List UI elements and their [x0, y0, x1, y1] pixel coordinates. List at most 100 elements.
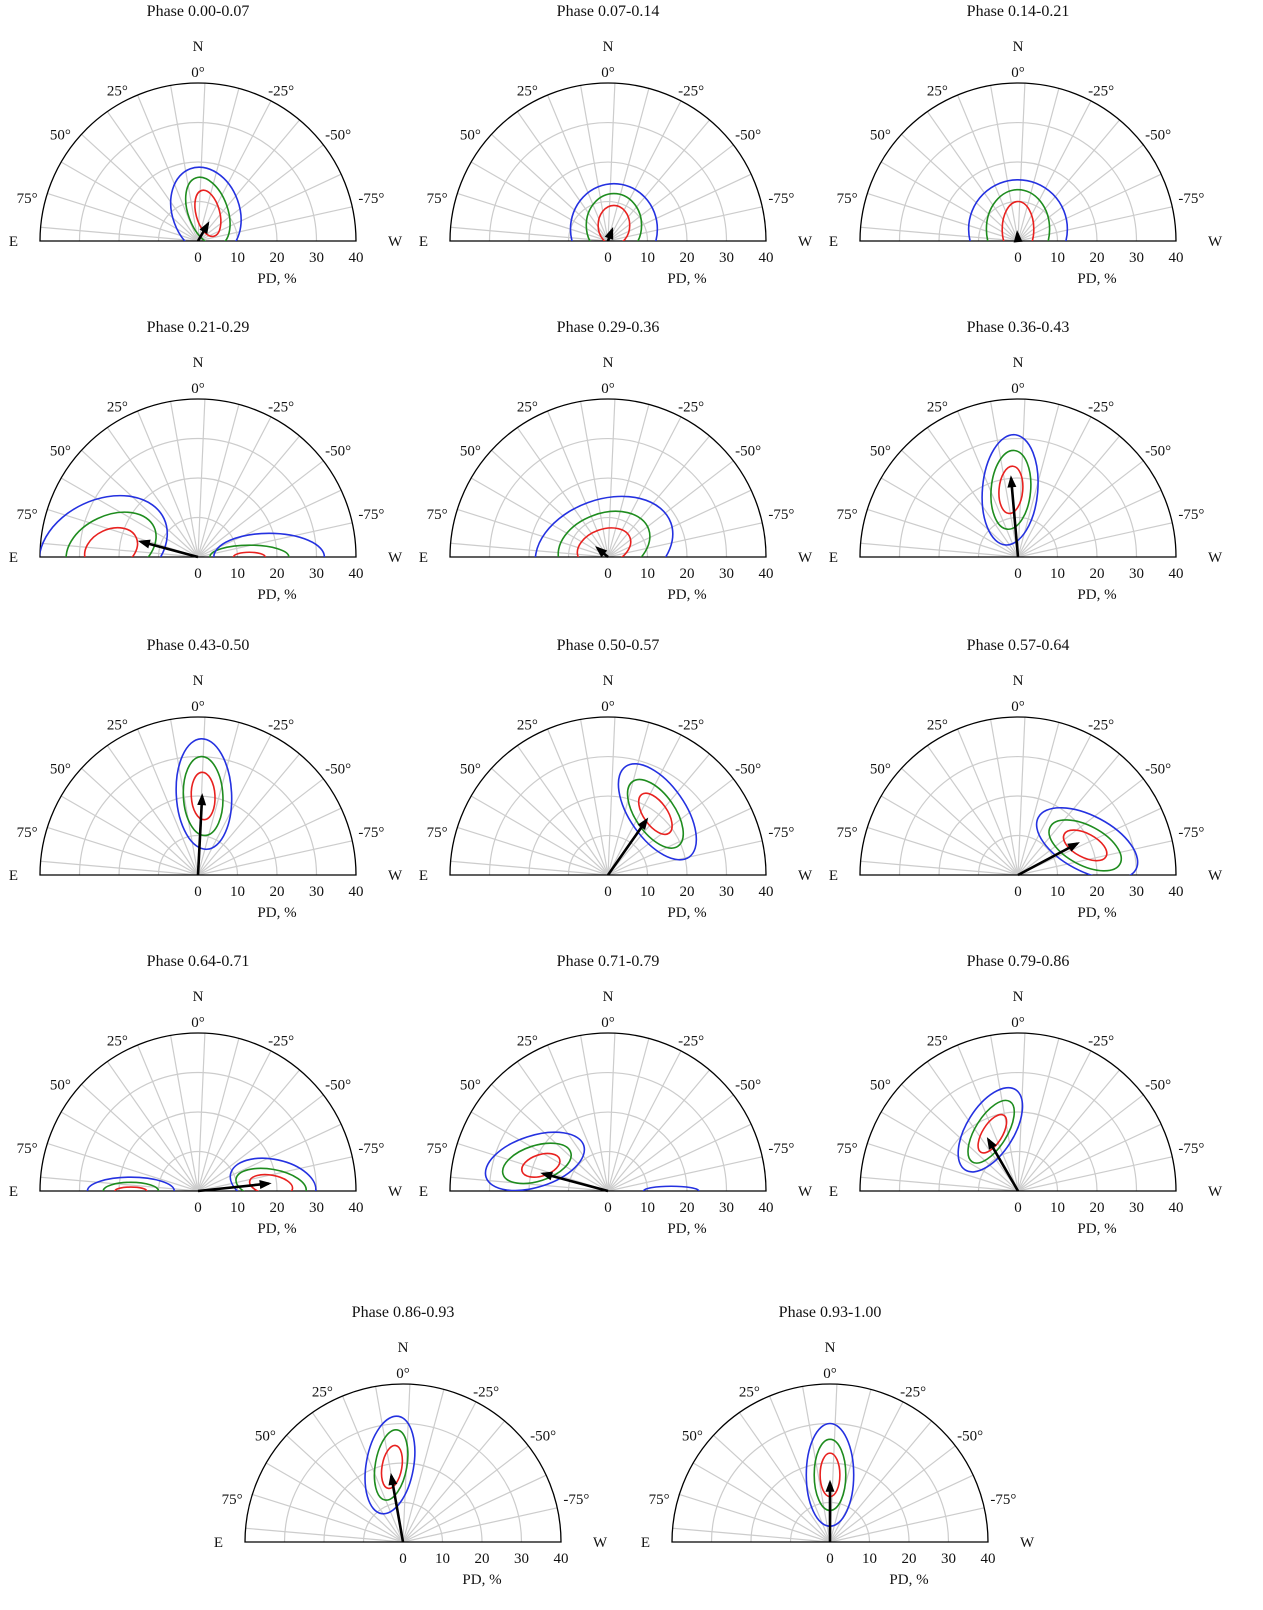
angle-tick-label: -25°: [473, 1385, 499, 1401]
polarization-arrow: [1017, 842, 1078, 877]
polar-panel: Phase 0.57-0.64 N E W 0° 25° 50° 75° -25° -50° -75…: [829, 637, 1223, 921]
arrow-head: [259, 1180, 272, 1189]
grid-spoke: [1017, 489, 1162, 558]
grid-spoke: [47, 826, 199, 876]
contour-middle: [209, 544, 290, 557]
grid-spoke: [546, 1044, 609, 1192]
grid-spoke: [450, 1176, 609, 1192]
east-label: E: [9, 550, 18, 566]
grid-spoke: [197, 522, 353, 558]
pd-tick-label: 10: [230, 884, 245, 900]
grid-spoke: [197, 88, 240, 242]
angle-tick-label: -75°: [358, 1141, 384, 1157]
grid-spoke: [516, 111, 609, 242]
grid-spoke: [880, 161, 1019, 242]
grid-spoke: [607, 144, 734, 242]
pd-tick-label: 20: [1090, 250, 1105, 266]
grid-spoke: [197, 807, 342, 876]
grid-arc: [898, 121, 1138, 242]
grid-arc: [488, 1071, 728, 1192]
angle-tick-label: 75°: [649, 1492, 670, 1508]
polar-panel: Phase 0.07-0.14 N E W 0° 25° 50° 75° -25° -50° -75…: [419, 3, 813, 287]
angle-tick-label: 50°: [50, 761, 71, 777]
contour-inner: [190, 771, 216, 821]
grid-spoke: [245, 1527, 404, 1543]
west-label: W: [798, 1184, 813, 1200]
contour-inner: [83, 526, 139, 557]
grid-spoke: [106, 111, 199, 242]
pd-tick-label: 30: [1129, 250, 1144, 266]
contour-inner: [1062, 829, 1108, 862]
polarization-arrow: [390, 1475, 405, 1543]
pd-axis-label: PD, %: [257, 271, 296, 287]
grid-spoke: [402, 1445, 529, 1543]
grid-spoke: [40, 1176, 199, 1192]
grid-spoke: [1017, 722, 1060, 876]
angle-tick-label: -50°: [325, 443, 351, 459]
grid-spoke: [470, 1111, 609, 1192]
grid-spoke: [1017, 173, 1162, 242]
angle-tick-label: -25°: [678, 1034, 704, 1050]
pd-tick-label: 0: [826, 1551, 834, 1567]
contour-middle: [967, 1099, 1016, 1164]
west-label: W: [388, 868, 403, 884]
contour-inner: [114, 1186, 148, 1191]
west-label: W: [1208, 234, 1223, 250]
grid-arc: [118, 795, 278, 876]
grid-spoke: [679, 1493, 831, 1543]
contour-group: [569, 182, 659, 241]
grid-spoke: [607, 1038, 650, 1192]
pd-tick-label: 40: [349, 566, 364, 582]
pd-tick-label: 40: [1169, 884, 1184, 900]
grid-spoke: [60, 477, 199, 558]
grid-spoke: [1017, 1156, 1173, 1192]
angle-tick-label: -75°: [1178, 507, 1204, 523]
angle-tick-label: -50°: [325, 127, 351, 143]
grid-spoke: [169, 719, 199, 876]
polar-panel: Phase 0.86-0.93 N E W 0° 25° 50° 75° -25° -50° -75…: [214, 1304, 608, 1588]
arrow-head: [825, 1479, 835, 1492]
grid-spoke: [607, 435, 711, 558]
grid-spoke: [457, 826, 609, 876]
contour-group: [957, 1086, 1024, 1173]
pd-axis-label: PD, %: [1077, 587, 1116, 603]
angle-tick-label: 0°: [191, 699, 205, 715]
arrow-head: [986, 1137, 997, 1150]
grid-spoke: [880, 795, 1019, 876]
angle-tick-label: 75°: [222, 1492, 243, 1508]
grid-spoke: [1017, 1050, 1092, 1192]
grid-spoke: [197, 1050, 272, 1192]
contour-middle: [235, 1167, 307, 1191]
grid-spoke: [197, 778, 324, 876]
contour-inner: [597, 204, 631, 241]
grid-spoke: [402, 1389, 445, 1543]
contour-middle: [990, 449, 1032, 531]
contour-middle: [184, 176, 231, 241]
contour-outer: [957, 1086, 1024, 1173]
grid-spoke: [402, 1420, 506, 1543]
angle-tick-label: -25°: [1088, 84, 1114, 100]
angle-tick-label: 25°: [739, 1385, 760, 1401]
grid-arc: [750, 1462, 910, 1543]
angle-tick-label: -25°: [1088, 1034, 1114, 1050]
contour-group: [86, 1157, 317, 1191]
pd-tick-label: 40: [759, 250, 774, 266]
contour-group: [169, 166, 242, 241]
polarization-arrow: [140, 540, 199, 559]
panel-title: Phase 0.64-0.71: [147, 953, 250, 970]
pd-axis-label: PD, %: [667, 587, 706, 603]
pd-tick-label: 10: [230, 1200, 245, 1216]
contour-middle: [1048, 819, 1123, 872]
grid-arc: [78, 1071, 318, 1192]
angle-tick-label: -75°: [358, 825, 384, 841]
angle-tick-label: 25°: [312, 1385, 333, 1401]
grid-spoke: [607, 753, 711, 876]
grid-arc: [528, 477, 688, 558]
pd-tick-label: 10: [640, 250, 655, 266]
grid-spoke: [989, 85, 1019, 242]
grid-spoke: [607, 1094, 734, 1192]
contour-inner: [1001, 200, 1035, 241]
polar-frame: [859, 716, 1177, 876]
polar-frame: [449, 716, 767, 876]
angle-tick-label: 0°: [1011, 65, 1025, 81]
